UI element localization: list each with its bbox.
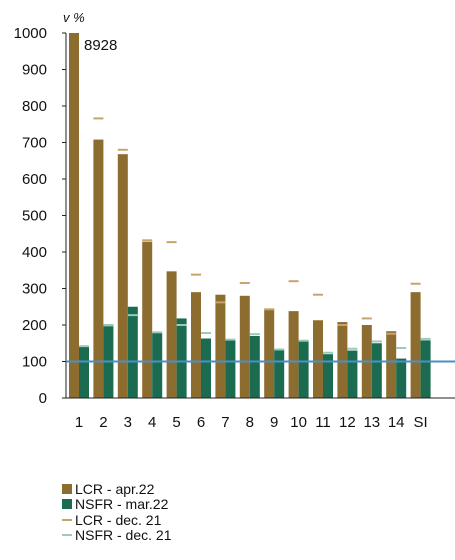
x-tick-label: 13 xyxy=(363,414,380,431)
x-tick-label: 8 xyxy=(246,414,254,431)
bar-nsfr xyxy=(274,349,285,398)
legend-label: NSFR - dec. 21 xyxy=(75,527,172,544)
bar-nsfr xyxy=(371,343,382,398)
bar-nsfr xyxy=(79,346,89,398)
bar-nsfr xyxy=(176,318,187,398)
y-tick-label: 1000 xyxy=(14,25,47,42)
bar-lcr xyxy=(337,322,348,398)
y-axis: 0 100 200 300 400 500 600 700 800 900 1000 xyxy=(14,25,66,407)
bar-nsfr xyxy=(127,306,138,398)
x-tick-label: 3 xyxy=(124,414,132,431)
x-tick-label: 5 xyxy=(172,414,180,431)
y-tick-label: 700 xyxy=(22,135,47,152)
markers-group xyxy=(79,117,431,354)
legend-item-nsfr-mar22: NSFR - mar.22 xyxy=(62,496,171,513)
x-tick-label: 6 xyxy=(197,414,205,431)
y-tick-label: 0 xyxy=(39,390,47,407)
y-tick-label: 900 xyxy=(22,62,47,79)
x-tick-label: 14 xyxy=(388,414,405,431)
bar-nsfr xyxy=(298,340,309,398)
y-unit-label: v % xyxy=(63,10,85,25)
bar-nsfr xyxy=(152,333,163,398)
bar-nsfr xyxy=(201,338,211,398)
legend-label: NSFR - mar.22 xyxy=(75,496,169,513)
x-axis: 1 2 3 4 5 6 7 8 9 10 11 12 13 14 SI xyxy=(75,414,428,431)
y-tick-label: 600 xyxy=(22,171,47,188)
legend: LCR - apr.22 NSFR - mar.22 LCR - dec. 21… xyxy=(62,481,171,543)
x-tick-label: 9 xyxy=(270,414,278,431)
bar-lcr xyxy=(313,320,323,398)
x-tick-label: 12 xyxy=(339,414,356,431)
bar-lcr xyxy=(191,292,201,398)
bar-nsfr xyxy=(347,350,358,398)
legend-swatch xyxy=(62,483,72,494)
x-tick-label: 11 xyxy=(315,414,331,431)
bar-lcr xyxy=(142,241,153,398)
legend-item-lcr-dec21: LCR - dec. 21 xyxy=(62,512,171,528)
x-tick-label: 7 xyxy=(221,414,229,431)
bar-lcr xyxy=(93,139,104,398)
bar-lcr xyxy=(288,311,299,398)
annotation-label: 8928 xyxy=(84,37,117,54)
bar-lcr xyxy=(410,292,421,398)
legend-label: LCR - dec. 21 xyxy=(75,511,162,528)
y-tick-label: 400 xyxy=(22,244,47,261)
x-tick-label: 10 xyxy=(290,414,307,431)
bar-nsfr xyxy=(396,358,407,398)
bars-group xyxy=(69,33,431,398)
x-tick-label: SI xyxy=(414,414,428,431)
bar-nsfr xyxy=(225,340,236,398)
bar-lcr xyxy=(386,331,397,398)
bar-lcr xyxy=(215,294,226,398)
y-tick-label: 100 xyxy=(22,354,47,371)
y-tick-label: 300 xyxy=(22,281,47,298)
legend-swatch xyxy=(62,518,72,521)
legend-swatch xyxy=(62,534,72,537)
x-tick-label: 1 xyxy=(75,414,83,431)
bar-lcr xyxy=(264,308,275,398)
bar-nsfr xyxy=(323,354,333,398)
y-tick-label: 200 xyxy=(22,317,47,334)
legend-swatch xyxy=(62,499,72,510)
x-tick-label: 4 xyxy=(148,414,156,431)
bar-nsfr xyxy=(249,335,260,398)
bar-lcr xyxy=(239,295,250,398)
bar-lcr xyxy=(166,271,177,398)
y-tick-label: 800 xyxy=(22,98,47,115)
bar-lcr xyxy=(69,33,79,398)
legend-item-nsfr-dec21: NSFR - dec. 21 xyxy=(62,527,172,544)
bar-lcr xyxy=(117,154,128,398)
bar-nsfr xyxy=(420,340,431,398)
y-tick-label: 500 xyxy=(22,208,47,225)
x-tick-label: 2 xyxy=(99,414,107,431)
legend-label: LCR - apr.22 xyxy=(75,480,155,497)
legend-item-lcr-apr22: LCR - apr.22 xyxy=(62,481,171,497)
